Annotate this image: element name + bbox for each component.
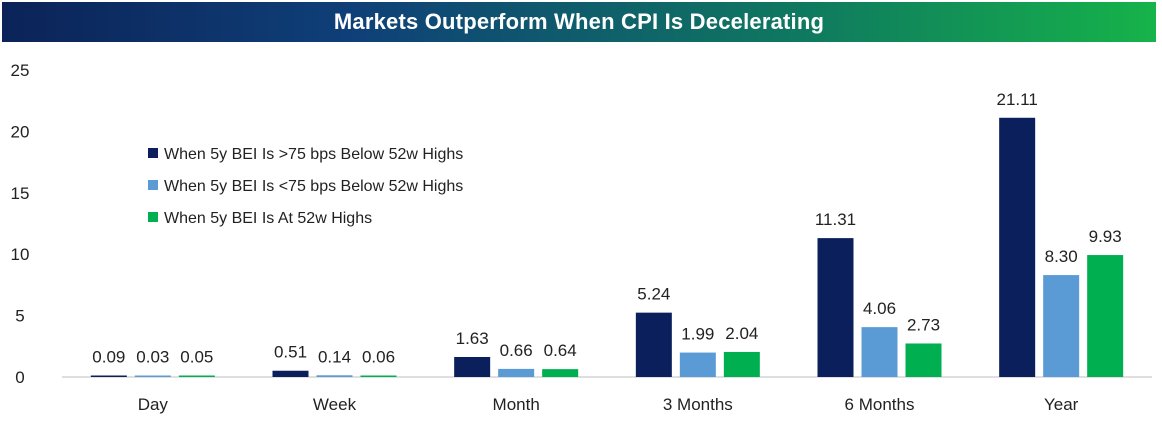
- bar-3: [178, 375, 215, 377]
- data-labels: 0.09 0.03 0.05 0.51 0.14 0.06 1.63 0.66 0.64 5.24…: [92, 90, 1121, 367]
- bar-2: [498, 368, 535, 377]
- y-tick-label: 0: [15, 368, 24, 387]
- x-tick-label: 3 Months: [663, 395, 733, 414]
- legend-swatch: [148, 180, 158, 190]
- data-label: 11.31: [815, 210, 856, 229]
- bar-2: [316, 375, 353, 377]
- bar-1: [272, 370, 309, 377]
- bar-2: [861, 327, 898, 377]
- x-axis: Day Week Month 3 Months 6 Months Year: [138, 395, 1079, 414]
- bar-3: [1087, 255, 1124, 377]
- data-label: 4.06: [863, 299, 896, 318]
- legend-swatch: [148, 148, 158, 158]
- bar-1: [635, 312, 672, 377]
- legend-label: When 5y BEI Is At 52w Highs: [164, 210, 372, 227]
- legend-label: When 5y BEI Is <75 bps Below 52w Highs: [164, 178, 463, 195]
- bar-3: [905, 343, 942, 377]
- legend-swatch: [148, 212, 158, 222]
- bar-3: [360, 375, 397, 377]
- bar-1: [454, 356, 491, 377]
- data-label: 0.14: [318, 347, 351, 366]
- legend: When 5y BEI Is >75 bps Below 52w Highs Wh…: [148, 146, 463, 227]
- x-tick-label: Day: [138, 395, 169, 414]
- x-tick-label: Year: [1044, 395, 1079, 414]
- bar-1: [999, 117, 1036, 378]
- chart-title: Markets Outperform When CPI Is Decelerat…: [333, 9, 825, 34]
- data-label: 1.63: [456, 329, 489, 348]
- data-label: 0.66: [500, 341, 533, 360]
- x-tick-label: Week: [313, 395, 357, 414]
- bar-3: [723, 351, 760, 377]
- data-label: 0.03: [136, 348, 169, 367]
- y-tick-label: 15: [11, 184, 30, 203]
- chart-title-bar: Markets Outperform When CPI Is Decelerat…: [2, 2, 1156, 42]
- y-tick-label: 20: [11, 122, 30, 141]
- bar-2: [1043, 275, 1080, 377]
- bar-2: [134, 375, 171, 377]
- bar-1: [817, 238, 854, 377]
- x-tick-label: 6 Months: [845, 395, 915, 414]
- bar-3: [542, 369, 579, 377]
- y-axis: 0 5 10 15 20 25: [11, 61, 30, 387]
- x-tick-label: Month: [493, 395, 540, 414]
- data-label: 21.11: [997, 90, 1038, 109]
- bars: [90, 117, 1124, 378]
- data-label: 9.93: [1089, 227, 1122, 246]
- bar-1: [90, 375, 127, 377]
- data-label: 8.30: [1045, 247, 1078, 266]
- y-tick-label: 10: [11, 245, 30, 264]
- data-label: 0.51: [274, 343, 307, 362]
- bar-2: [679, 352, 716, 377]
- legend-label: When 5y BEI Is >75 bps Below 52w Highs: [164, 146, 463, 163]
- y-tick-label: 5: [15, 307, 24, 326]
- data-label: 2.04: [725, 324, 758, 343]
- data-label: 0.06: [362, 348, 395, 367]
- data-label: 0.05: [180, 348, 213, 367]
- data-label: 0.64: [544, 341, 577, 360]
- data-label: 1.99: [681, 325, 714, 344]
- data-label: 5.24: [637, 285, 670, 304]
- y-tick-label: 25: [11, 61, 30, 80]
- data-label: 0.09: [92, 348, 125, 367]
- data-label: 2.73: [907, 315, 940, 334]
